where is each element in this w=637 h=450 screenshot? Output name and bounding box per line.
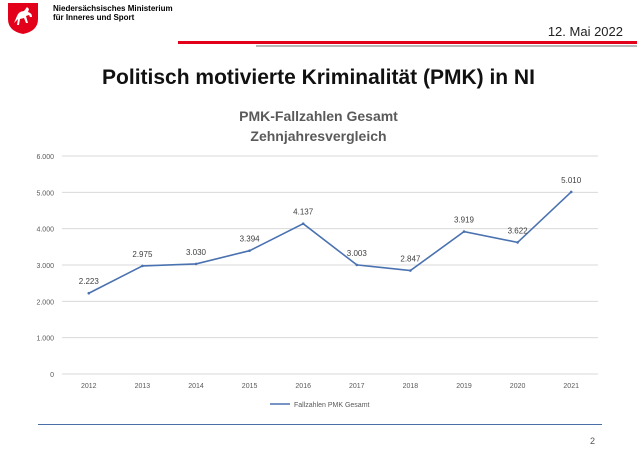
x-tick-label: 2016 xyxy=(295,383,311,390)
y-tick-label: 0 xyxy=(50,372,54,379)
x-tick-label: 2021 xyxy=(563,383,579,390)
x-tick-label: 2020 xyxy=(510,383,526,390)
y-tick-label: 4.000 xyxy=(36,227,54,234)
data-label: 3.003 xyxy=(347,249,368,258)
ministry-name-line1: Niedersächsisches Ministerium xyxy=(53,4,173,13)
data-point xyxy=(87,291,91,295)
data-point xyxy=(355,263,359,267)
data-point xyxy=(141,264,144,268)
data-point xyxy=(516,241,519,244)
data-point xyxy=(248,249,251,252)
data-label: 4.137 xyxy=(293,208,314,217)
x-tick-label: 2019 xyxy=(456,383,472,390)
ministry-name: Niedersächsisches Ministerium für Innere… xyxy=(53,4,173,22)
data-point xyxy=(462,230,466,233)
chart-title-block: PMK-Fallzahlen Gesamt Zehnjahresvergleic… xyxy=(0,106,637,146)
y-tick-label: 3.000 xyxy=(36,263,54,270)
footer-rule xyxy=(38,424,602,425)
data-point xyxy=(409,269,412,272)
data-label: 2.847 xyxy=(400,255,421,264)
data-point xyxy=(569,190,573,194)
y-tick-label: 2.000 xyxy=(36,299,54,306)
slide-date: 12. Mai 2022 xyxy=(547,24,623,39)
y-tick-label: 1.000 xyxy=(36,336,54,343)
data-label: 5.010 xyxy=(561,176,582,185)
series-line xyxy=(88,191,572,294)
legend-label: Fallzahlen PMK Gesamt xyxy=(294,402,370,409)
y-tick-label: 5.000 xyxy=(36,190,54,197)
data-label: 3.030 xyxy=(186,248,207,257)
x-tick-label: 2014 xyxy=(188,383,204,390)
ministry-name-line2: für Inneres und Sport xyxy=(53,13,135,22)
data-label: 3.919 xyxy=(454,216,475,225)
x-tick-label: 2013 xyxy=(135,383,151,390)
data-label: 3.394 xyxy=(240,235,261,244)
slide-title: Politisch motivierte Kriminalität (PMK) … xyxy=(102,66,535,89)
data-label: 2.223 xyxy=(79,277,100,286)
x-tick-label: 2012 xyxy=(81,383,97,390)
header-red-rule xyxy=(178,41,637,44)
x-tick-label: 2015 xyxy=(242,383,258,390)
page-number: 2 xyxy=(590,436,596,446)
slide-header: Niedersächsisches Ministerium für Innere… xyxy=(0,0,637,47)
data-label: 3.622 xyxy=(508,226,529,235)
chart-title: PMK-Fallzahlen Gesamt xyxy=(239,108,398,124)
x-tick-label: 2018 xyxy=(403,383,419,390)
data-point xyxy=(194,262,198,266)
data-point xyxy=(301,222,305,225)
header-grey-rule xyxy=(256,45,637,47)
data-label: 2.975 xyxy=(132,250,153,259)
y-tick-label: 6.000 xyxy=(36,154,54,161)
chart-subtitle: Zehnjahresvergleich xyxy=(250,128,387,144)
x-tick-label: 2017 xyxy=(349,383,365,390)
lower-saxony-horse-crest-icon xyxy=(8,3,38,34)
